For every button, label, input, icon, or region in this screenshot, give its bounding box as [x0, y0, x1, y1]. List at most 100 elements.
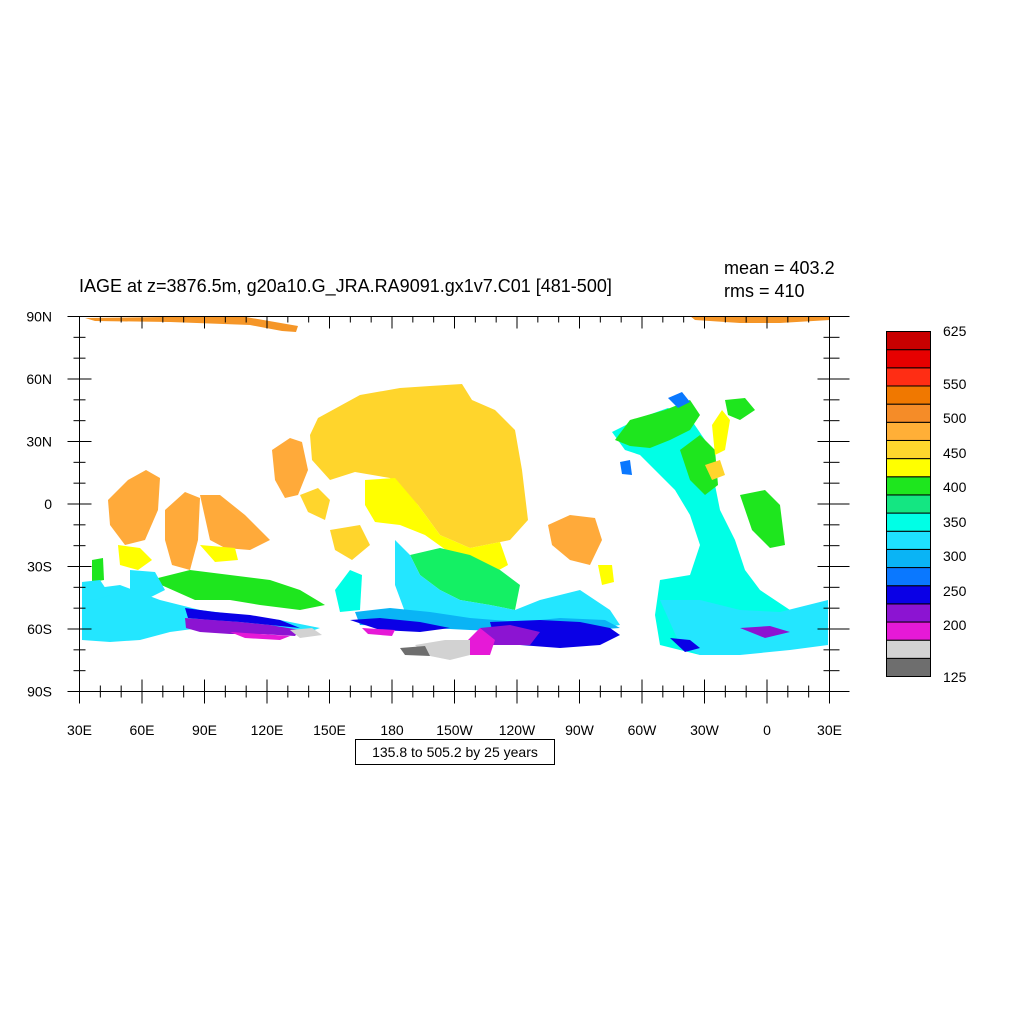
colorbar-labels: 625 550 500 450 400 350 300 250 200 125 [943, 323, 967, 685]
y-tick-labels: 90N 60N 30N 0 30S 60S 90S [26, 309, 52, 700]
colorbar [886, 331, 931, 677]
colorbar-box [886, 349, 931, 369]
y-tick-label: 30N [26, 434, 52, 450]
region-pacific-cyan [395, 540, 620, 628]
y-tick-label: 0 [44, 496, 52, 512]
region-caribbean-azure [620, 460, 632, 475]
colorbar-label: 625 [943, 323, 967, 339]
y-tick-label: 90S [27, 684, 52, 700]
colorbar-label: 400 [943, 479, 967, 495]
region-ross-blue [350, 618, 450, 632]
region-pacific-spring-green [410, 548, 520, 610]
region-timor [272, 438, 308, 498]
x-tick-label: 90E [192, 722, 217, 738]
region-north-atlantic-green [615, 400, 700, 448]
colorbar-box [886, 403, 931, 423]
region-southern-atlantic-cyan [660, 600, 828, 655]
x-tick-label: 150E [313, 722, 346, 738]
y-tick-label: 60N [26, 371, 52, 387]
ocean-age-regions [82, 316, 830, 660]
contour-info-box [355, 739, 555, 765]
x-tick-label: 60W [628, 722, 658, 738]
rms-stat: rms = 410 [724, 281, 805, 301]
x-tick-labels: 30E 60E 90E 120E 150E 180 150W 120W 90W 60W 30W 0 30… [67, 722, 842, 738]
colorbar-box [886, 458, 931, 478]
x-tick-label: 30E [67, 722, 92, 738]
colorbar-box [886, 567, 931, 587]
region-east-atlantic-green [740, 490, 785, 548]
region-southeast-pacific [548, 515, 602, 565]
colorbar-box [886, 621, 931, 641]
y-tick-marks [67, 316, 850, 692]
colorbar-box [886, 367, 931, 387]
colorbar-label: 350 [943, 514, 967, 530]
x-tick-label: 150W [436, 722, 473, 738]
mean-stat: mean = 403.2 [724, 258, 835, 278]
region-atlantic-green-2 [680, 435, 718, 495]
colorbar-box [886, 331, 931, 351]
region-amundsen-magenta [468, 628, 495, 655]
colorbar-label: 125 [943, 669, 967, 685]
x-tick-label: 180 [380, 722, 404, 738]
x-tick-label: 60E [130, 722, 155, 738]
region-pacific-gold [310, 384, 528, 548]
region-indian-yellow-2 [200, 545, 238, 562]
region-chile-yellow [598, 565, 614, 585]
region-indian-purple [185, 618, 300, 636]
x-tick-marks [79, 316, 830, 704]
plot-title: IAGE at z=3876.5m, g20a10.G_JRA.RA9091.g… [79, 276, 612, 297]
x-tick-label: 120W [499, 722, 536, 738]
region-madagascar-green [92, 558, 104, 582]
contour-info-text: 135.8 to 505.2 by 25 years [372, 744, 538, 760]
colorbar-box [886, 603, 931, 623]
x-tick-label: 30E [817, 722, 842, 738]
colorbar-box [886, 421, 931, 441]
colorbar-box [886, 657, 931, 677]
colorbar-box [886, 385, 931, 405]
region-indian-blue [185, 608, 300, 628]
region-pacific-gold-3 [330, 525, 370, 560]
region-amundsen-gray-dark [400, 646, 430, 656]
region-indian-east [200, 495, 270, 550]
region-ross-magenta [362, 628, 395, 636]
colorbar-box [886, 585, 931, 605]
region-indian-gray [290, 628, 322, 638]
colorbar-label: 300 [943, 548, 967, 564]
colorbar-label: 250 [943, 583, 967, 599]
region-north-atlantic-cyan [612, 408, 808, 655]
region-north-atlantic-gold [705, 460, 725, 480]
region-indian-mid [165, 492, 200, 570]
colorbar-box [886, 639, 931, 659]
region-south-indian-green [150, 570, 325, 610]
region-atlantic-green-3 [725, 398, 755, 420]
region-indian-west [108, 470, 160, 545]
y-tick-label: 30S [27, 559, 52, 575]
x-tick-label: 120E [251, 722, 284, 738]
y-tick-label: 90N [26, 309, 52, 325]
colorbar-box [886, 548, 931, 569]
region-norwegian-sea-azure [668, 392, 690, 408]
region-weddell-purple [740, 626, 790, 638]
region-tasman-cyan [130, 570, 165, 600]
x-tick-label: 90W [565, 722, 595, 738]
region-weddell-blue [670, 638, 700, 652]
region-pacific-yellow [365, 478, 508, 575]
y-tick-label: 60S [27, 621, 52, 637]
region-indian-magenta [230, 632, 290, 640]
colorbar-box [886, 439, 931, 460]
colorbar-box [886, 494, 931, 514]
colorbar-label: 450 [943, 445, 967, 461]
colorbar-box [886, 530, 931, 550]
colorbar-label: 500 [943, 410, 967, 426]
region-pacific-aquamarine [335, 570, 362, 612]
region-arctic-west [85, 316, 298, 332]
region-pacific-gold-2 [300, 488, 330, 520]
colorbar-label: 200 [943, 617, 967, 633]
region-north-atlantic-yellow [712, 410, 730, 455]
colorbar-box [886, 476, 931, 496]
x-tick-label: 30W [690, 722, 720, 738]
x-tick-label: 0 [763, 722, 771, 738]
colorbar-label: 550 [943, 376, 967, 392]
